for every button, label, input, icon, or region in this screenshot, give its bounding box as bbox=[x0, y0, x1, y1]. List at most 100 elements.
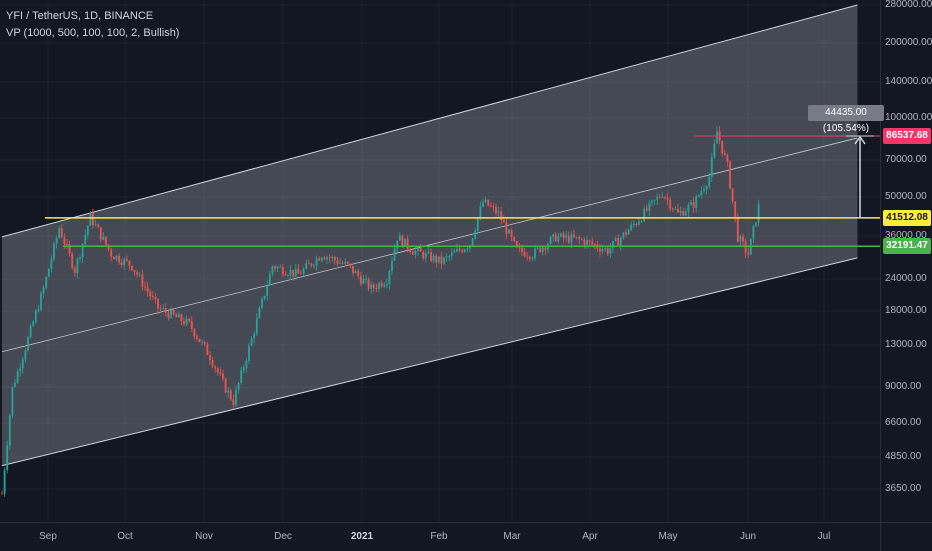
candle-up bbox=[47, 268, 50, 277]
candle-up bbox=[32, 321, 35, 326]
candle-up bbox=[476, 218, 479, 231]
axis-corner bbox=[880, 522, 932, 551]
candle-down bbox=[666, 197, 669, 200]
candle-down bbox=[380, 282, 383, 287]
candle-up bbox=[482, 201, 484, 207]
candle-down bbox=[188, 318, 191, 321]
candle-up bbox=[276, 266, 279, 269]
candle-up bbox=[11, 386, 14, 416]
candle-down bbox=[180, 314, 183, 322]
price-tick-label: 100000.00 bbox=[885, 112, 932, 123]
time-tick-label: Mar bbox=[503, 531, 521, 542]
candle-down bbox=[133, 270, 136, 273]
candle-up bbox=[27, 337, 29, 351]
candle-up bbox=[201, 341, 204, 343]
candle-down bbox=[198, 338, 201, 342]
time-tick-label: Apr bbox=[582, 531, 598, 542]
candle-up bbox=[115, 255, 118, 260]
candle-down bbox=[284, 274, 287, 276]
candle-up bbox=[653, 199, 656, 201]
candle-down bbox=[60, 228, 63, 238]
candle-up bbox=[138, 274, 141, 276]
time-tick-label: Dec bbox=[274, 531, 292, 542]
candle-down bbox=[487, 199, 490, 206]
candle-down bbox=[528, 256, 531, 259]
candle-down bbox=[357, 271, 360, 277]
candle-down bbox=[526, 256, 529, 258]
candle-down bbox=[593, 244, 596, 245]
candle-down bbox=[502, 220, 505, 223]
time-tick-label: 2021 bbox=[350, 531, 374, 542]
candle-up bbox=[271, 266, 274, 274]
candle-up bbox=[102, 236, 105, 240]
candle-down bbox=[297, 268, 300, 274]
candle-down bbox=[492, 206, 495, 208]
candle-down bbox=[401, 235, 404, 247]
time-axis[interactable]: Sep Oct Nov Dec 2021 Feb Mar Apr May Jun Jul bbox=[0, 522, 880, 551]
candle-up bbox=[268, 273, 271, 286]
candle-up bbox=[601, 249, 604, 252]
candle-down bbox=[588, 240, 591, 242]
candle-down bbox=[406, 238, 409, 249]
candle-up bbox=[393, 248, 396, 261]
candle-down bbox=[567, 235, 570, 243]
candle-down bbox=[105, 236, 107, 245]
candle-down bbox=[107, 244, 110, 250]
candle-up bbox=[21, 359, 24, 369]
candle-down bbox=[736, 217, 739, 242]
chart-area[interactable]: YFI / TetherUS, 1D, BINANCE VP (1000, 50… bbox=[0, 0, 880, 522]
price-chart[interactable] bbox=[0, 0, 880, 522]
candle-down bbox=[120, 262, 123, 266]
indicator-label[interactable]: VP (1000, 500, 100, 100, 2, Bullish) bbox=[6, 27, 180, 39]
candle-down bbox=[658, 196, 661, 198]
candle-down bbox=[430, 252, 432, 261]
candle-up bbox=[344, 261, 347, 264]
candle-down bbox=[671, 208, 674, 210]
candle-up bbox=[565, 235, 568, 238]
candle-up bbox=[661, 196, 664, 198]
candle-down bbox=[224, 378, 227, 393]
candle-down bbox=[539, 247, 542, 253]
candle-up bbox=[16, 371, 19, 383]
candle-up bbox=[253, 333, 256, 338]
candle-up bbox=[716, 131, 718, 144]
candle-down bbox=[375, 287, 378, 289]
candle-up bbox=[445, 256, 448, 258]
measure-label: 44435.00 (105.54%) bbox=[808, 105, 884, 134]
candle-up bbox=[586, 240, 588, 245]
candle-down bbox=[274, 266, 276, 269]
candle-down bbox=[151, 296, 154, 298]
candle-down bbox=[591, 241, 594, 245]
candle-up bbox=[640, 221, 643, 222]
candle-up bbox=[6, 445, 9, 470]
symbol-title[interactable]: YFI / TetherUS, 1D, BINANCE bbox=[6, 10, 154, 22]
time-tick-label: Oct bbox=[117, 531, 133, 542]
candle-up bbox=[570, 234, 573, 243]
candle-up bbox=[313, 265, 315, 267]
candle-down bbox=[573, 234, 575, 238]
candle-up bbox=[705, 186, 708, 190]
candle-up bbox=[34, 311, 37, 322]
candle-down bbox=[440, 256, 443, 264]
candle-up bbox=[690, 201, 692, 205]
candle-up bbox=[398, 235, 401, 241]
candle-up bbox=[81, 243, 84, 258]
candle-up bbox=[79, 257, 81, 259]
candle-down bbox=[461, 250, 464, 253]
candle-up bbox=[362, 279, 365, 284]
candle-up bbox=[258, 308, 261, 319]
candle-up bbox=[609, 248, 612, 254]
candle-down bbox=[125, 259, 128, 261]
candle-up bbox=[443, 257, 445, 264]
candle-down bbox=[183, 321, 185, 325]
candle-up bbox=[674, 208, 677, 210]
price-tick-label: 13000.00 bbox=[885, 339, 927, 350]
price-axis[interactable]: 280000.00 200000.00 140000.00 100000.00 7000… bbox=[880, 0, 932, 522]
candle-down bbox=[229, 390, 232, 400]
candle-up bbox=[757, 203, 760, 223]
candle-down bbox=[216, 368, 219, 373]
candle-up bbox=[240, 370, 243, 383]
candle-down bbox=[409, 248, 412, 253]
candle-up bbox=[534, 248, 536, 258]
candle-down bbox=[99, 227, 102, 240]
